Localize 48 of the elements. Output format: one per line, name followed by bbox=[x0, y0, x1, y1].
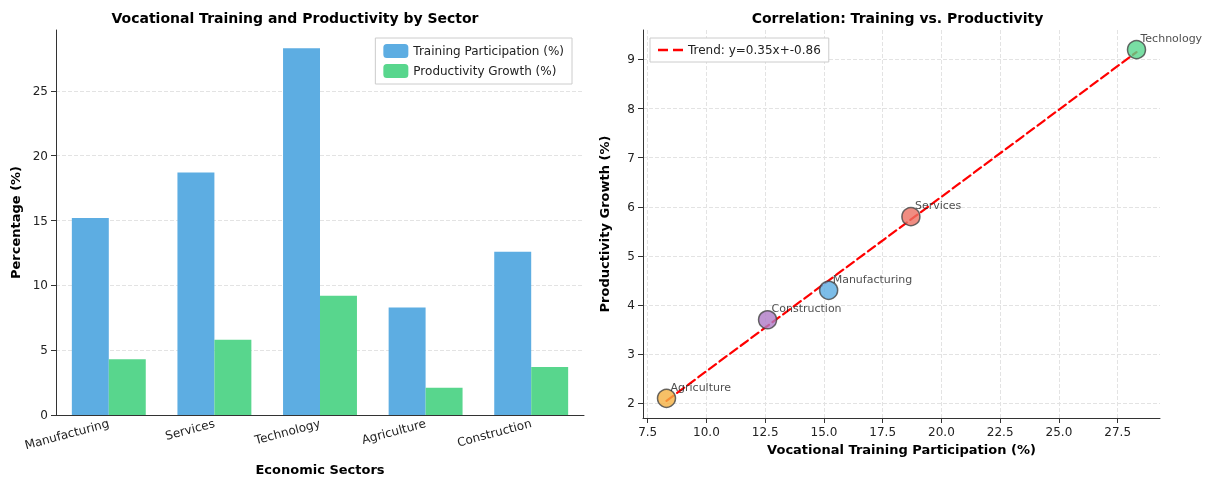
x-tick-label: 15.0 bbox=[810, 425, 838, 439]
annotation: Manufacturing bbox=[832, 272, 913, 286]
bar bbox=[494, 251, 532, 415]
annotation: Agriculture bbox=[670, 380, 732, 394]
x-tick-label: Services bbox=[163, 416, 217, 443]
x-tick-label: 25.0 bbox=[1045, 425, 1073, 439]
legend-label: Training Participation (%) bbox=[412, 44, 564, 58]
y-tick-label: 20 bbox=[32, 148, 48, 163]
x-tick-label: 17.5 bbox=[869, 425, 897, 439]
chart-title: Correlation: Training vs. Productivity bbox=[751, 10, 1044, 26]
x-tick-label: 12.5 bbox=[751, 425, 779, 439]
bar bbox=[283, 48, 320, 415]
x-axis-title: Economic Sectors bbox=[255, 462, 385, 477]
y-tick-label: 3 bbox=[627, 347, 635, 362]
legend-label: Productivity Growth (%) bbox=[413, 64, 557, 78]
y-tick-label: 5 bbox=[40, 343, 48, 358]
bar bbox=[108, 359, 146, 415]
x-tick-label: 27.5 bbox=[1104, 425, 1132, 439]
x-axis-title: Vocational Training Participation (%) bbox=[767, 441, 1036, 457]
y-tick-label: 7 bbox=[627, 150, 635, 165]
y-axis-title: Productivity Growth (%) bbox=[597, 135, 612, 313]
point bbox=[757, 310, 778, 330]
y-tick-label: 25 bbox=[32, 83, 48, 98]
bar bbox=[531, 367, 569, 415]
annotation: Technology bbox=[1139, 32, 1203, 46]
bar bbox=[388, 307, 426, 415]
y-tick-label: 9 bbox=[627, 52, 635, 67]
y-tick-label: 2 bbox=[627, 396, 635, 411]
y-tick-label: 10 bbox=[32, 278, 48, 293]
y-tick-label: 0 bbox=[40, 408, 48, 422]
x-tick-label: 7.5 bbox=[638, 425, 658, 439]
x-tick-label: 22.5 bbox=[986, 425, 1014, 439]
y-tick-label: 8 bbox=[627, 101, 635, 116]
y-tick-label: 6 bbox=[627, 199, 635, 214]
legend-label: Trend: y=0.35x+-0.86 bbox=[687, 43, 821, 57]
x-tick-label: 20.0 bbox=[928, 425, 955, 439]
bar bbox=[320, 295, 357, 415]
y-tick-label: 4 bbox=[627, 298, 635, 313]
y-tick-label: 5 bbox=[627, 248, 635, 263]
y-tick-label: 15 bbox=[32, 213, 48, 228]
bar bbox=[177, 172, 215, 415]
chart-title: Vocational Training and Productivity by Sector bbox=[111, 10, 479, 26]
y-axis-title: Percentage (%) bbox=[7, 165, 23, 280]
annotation: Services bbox=[914, 199, 962, 213]
bar bbox=[425, 387, 463, 415]
x-tick-label: 10.0 bbox=[693, 425, 720, 439]
bar bbox=[214, 339, 252, 415]
bar bbox=[71, 217, 109, 415]
